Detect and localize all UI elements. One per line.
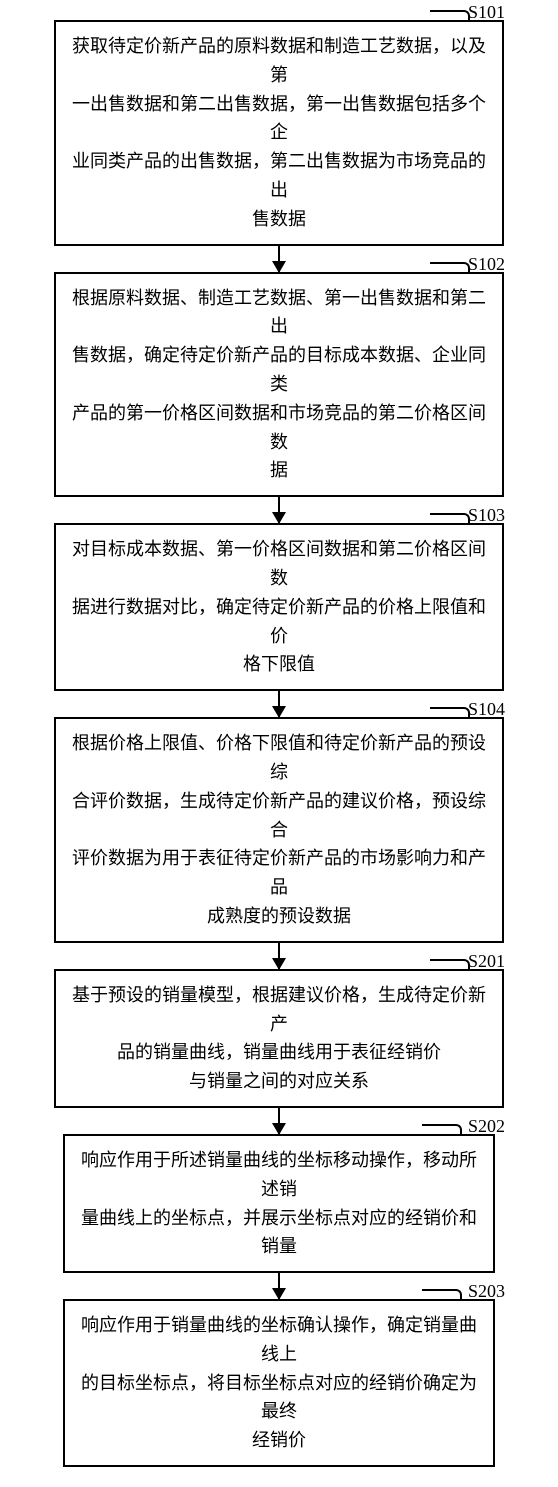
step-box: 对目标成本数据、第一价格区间数据和第二价格区间数 据进行数据对比，确定待定价新产… bbox=[54, 523, 504, 691]
flowchart-container: S101获取待定价新产品的原料数据和制造工艺数据，以及第 一出售数据和第二出售数… bbox=[0, 0, 558, 1487]
label-leader bbox=[422, 1124, 462, 1134]
arrow-down-icon bbox=[278, 691, 280, 717]
step-box: 响应作用于所述销量曲线的坐标移动操作，移动所述销 量曲线上的坐标点，并展示坐标点… bbox=[63, 1134, 495, 1273]
step-wrapper: S103对目标成本数据、第一价格区间数据和第二价格区间数 据进行数据对比，确定待… bbox=[0, 523, 558, 691]
label-leader bbox=[422, 1289, 462, 1299]
arrow-down-icon bbox=[278, 246, 280, 272]
label-leader bbox=[430, 513, 470, 523]
step-wrapper: S102根据原料数据、制造工艺数据、第一出售数据和第二出 售数据，确定待定价新产… bbox=[0, 272, 558, 498]
step-label: S203 bbox=[468, 1281, 505, 1302]
arrow-down-icon bbox=[278, 943, 280, 969]
step-label: S202 bbox=[468, 1116, 505, 1137]
label-leader bbox=[430, 959, 470, 969]
arrow-down-icon bbox=[278, 1273, 280, 1299]
label-leader bbox=[430, 10, 470, 20]
step-box: 响应作用于销量曲线的坐标确认操作，确定销量曲线上 的目标坐标点，将目标坐标点对应… bbox=[63, 1299, 495, 1467]
step-label: S101 bbox=[468, 2, 505, 23]
step-wrapper: S201基于预设的销量模型，根据建议价格，生成待定价新产 品的销量曲线，销量曲线… bbox=[0, 969, 558, 1108]
step-wrapper: S203响应作用于销量曲线的坐标确认操作，确定销量曲线上 的目标坐标点，将目标坐… bbox=[0, 1299, 558, 1467]
step-box: 根据价格上限值、价格下限值和待定价新产品的预设综 合评价数据，生成待定价新产品的… bbox=[54, 717, 504, 943]
step-label: S103 bbox=[468, 505, 505, 526]
step-label: S102 bbox=[468, 254, 505, 275]
step-wrapper: S101获取待定价新产品的原料数据和制造工艺数据，以及第 一出售数据和第二出售数… bbox=[0, 20, 558, 246]
arrow-down-icon bbox=[278, 497, 280, 523]
step-label: S201 bbox=[468, 951, 505, 972]
step-wrapper: S202响应作用于所述销量曲线的坐标移动操作，移动所述销 量曲线上的坐标点，并展… bbox=[0, 1134, 558, 1273]
step-box: 根据原料数据、制造工艺数据、第一出售数据和第二出 售数据，确定待定价新产品的目标… bbox=[54, 272, 504, 498]
label-leader bbox=[430, 707, 470, 717]
step-box: 基于预设的销量模型，根据建议价格，生成待定价新产 品的销量曲线，销量曲线用于表征… bbox=[54, 969, 504, 1108]
step-wrapper: S104根据价格上限值、价格下限值和待定价新产品的预设综 合评价数据，生成待定价… bbox=[0, 717, 558, 943]
step-label: S104 bbox=[468, 699, 505, 720]
step-box: 获取待定价新产品的原料数据和制造工艺数据，以及第 一出售数据和第二出售数据，第一… bbox=[54, 20, 504, 246]
arrow-down-icon bbox=[278, 1108, 280, 1134]
label-leader bbox=[430, 262, 470, 272]
